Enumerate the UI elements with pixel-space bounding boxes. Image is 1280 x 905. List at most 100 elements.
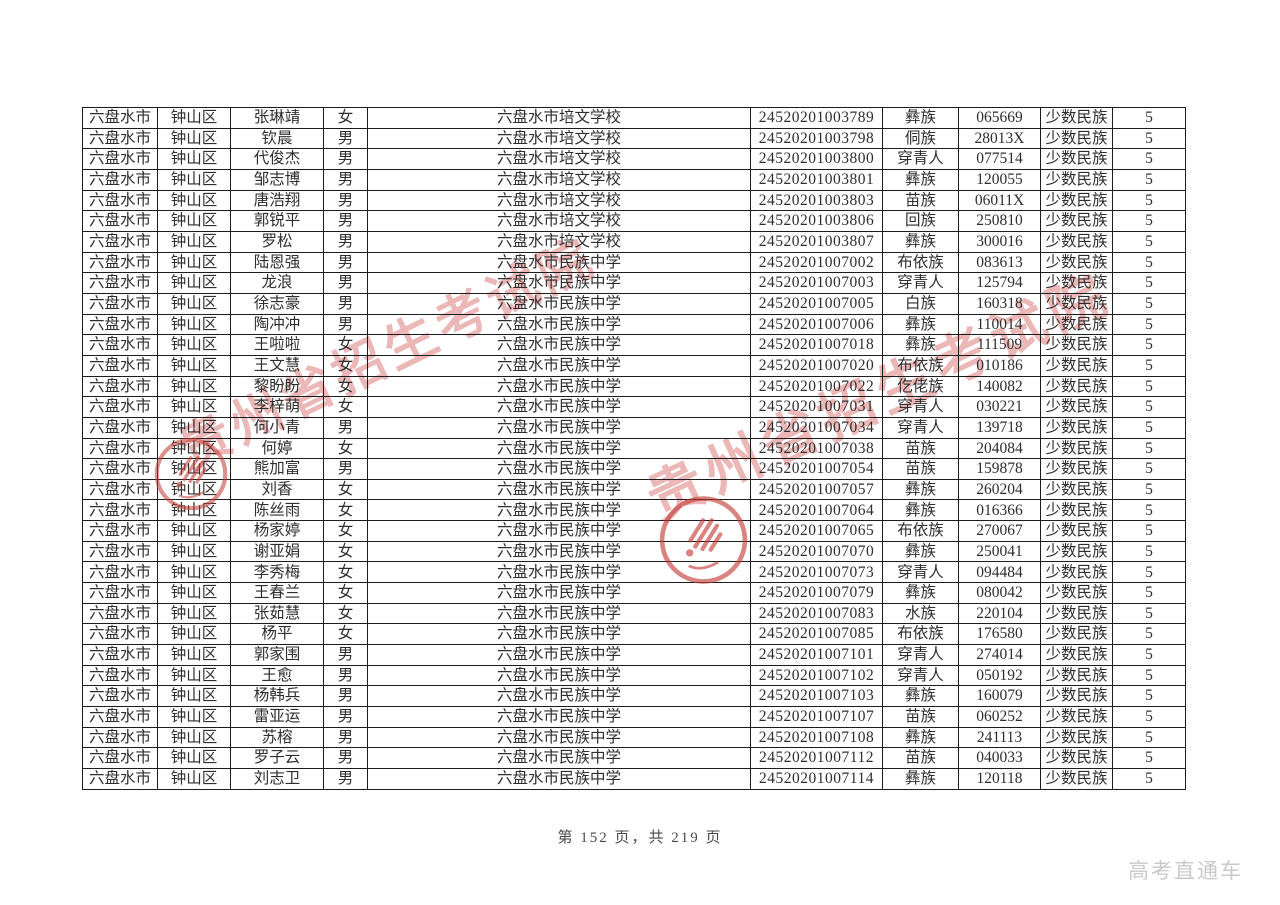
cell-code: 060252 xyxy=(958,706,1041,728)
cell-bonus_points: 5 xyxy=(1112,416,1186,439)
cell-city: 六盘水市 xyxy=(82,664,158,687)
cell-city: 六盘水市 xyxy=(82,644,158,666)
cell-name: 黎盼盼 xyxy=(230,375,324,398)
cell-bonus_points: 5 xyxy=(1112,230,1186,253)
cell-name: 熊加富 xyxy=(230,458,324,480)
cell-code: 120118 xyxy=(958,768,1041,790)
cell-category: 少数民族 xyxy=(1040,107,1113,129)
table-row: 六盘水市 钟山区 杨韩兵男六盘水市民族中学 24520201007103 彝族 16007… xyxy=(82,685,1186,708)
cell-name: 杨平 xyxy=(230,623,324,646)
cell-district: 钟山区 xyxy=(157,458,231,480)
cell-exam_number: 24520201007107 xyxy=(750,706,883,728)
cell-bonus_points: 5 xyxy=(1112,540,1186,563)
cell-school: 六盘水市民族中学 xyxy=(367,706,751,728)
cell-exam_number: 24520201003800 xyxy=(750,148,883,170)
cell-school: 六盘水市民族中学 xyxy=(367,437,751,460)
cell-city: 六盘水市 xyxy=(82,706,158,728)
cell-ethnicity: 穿青人 xyxy=(882,148,959,170)
cell-code: 06011X xyxy=(958,189,1041,212)
cell-category: 少数民族 xyxy=(1040,416,1113,439)
cell-bonus_points: 5 xyxy=(1112,747,1186,769)
cell-exam_number: 24520201007031 xyxy=(750,396,883,418)
cell-school: 六盘水市民族中学 xyxy=(367,313,751,336)
cell-name: 张茹慧 xyxy=(230,602,324,625)
cell-district: 钟山区 xyxy=(157,685,231,708)
cell-gender: 男 xyxy=(323,168,368,191)
cell-city: 六盘水市 xyxy=(82,107,158,129)
cell-category: 少数民族 xyxy=(1040,706,1113,728)
cell-gender: 女 xyxy=(323,396,368,418)
cell-code: 160318 xyxy=(958,292,1041,315)
cell-gender: 男 xyxy=(323,210,368,232)
cell-city: 六盘水市 xyxy=(82,210,158,232)
cell-bonus_points: 5 xyxy=(1112,354,1186,377)
cell-bonus_points: 5 xyxy=(1112,396,1186,418)
cell-bonus_points: 5 xyxy=(1112,561,1186,584)
cell-ethnicity: 侗族 xyxy=(882,127,959,150)
cell-code: 274014 xyxy=(958,644,1041,666)
cell-ethnicity: 彝族 xyxy=(882,726,959,749)
cell-category: 少数民族 xyxy=(1040,685,1113,708)
table-row: 六盘水市 钟山区 张茹慧女六盘水市民族中学 24520201007083 水族 22010… xyxy=(82,602,1186,625)
cell-school: 六盘水市民族中学 xyxy=(367,623,751,646)
cell-exam_number: 24520201003803 xyxy=(750,189,883,212)
cell-gender: 男 xyxy=(323,148,368,170)
cell-bonus_points: 5 xyxy=(1112,334,1186,356)
cell-category: 少数民族 xyxy=(1040,602,1113,625)
cell-city: 六盘水市 xyxy=(82,230,158,253)
cell-district: 钟山区 xyxy=(157,644,231,666)
cell-district: 钟山区 xyxy=(157,189,231,212)
cell-code: 140082 xyxy=(958,375,1041,398)
cell-category: 少数民族 xyxy=(1040,664,1113,687)
cell-gender: 女 xyxy=(323,499,368,522)
cell-code: 094484 xyxy=(958,561,1041,584)
cell-name: 王愈 xyxy=(230,664,324,687)
cell-category: 少数民族 xyxy=(1040,210,1113,232)
cell-ethnicity: 穿青人 xyxy=(882,272,959,294)
cell-exam_number: 24520201003801 xyxy=(750,168,883,191)
cell-exam_number: 24520201007057 xyxy=(750,478,883,501)
cell-code: 28013X xyxy=(958,127,1041,150)
cell-district: 钟山区 xyxy=(157,582,231,604)
cell-exam_number: 24520201003807 xyxy=(750,230,883,253)
cell-district: 钟山区 xyxy=(157,334,231,356)
cell-category: 少数民族 xyxy=(1040,272,1113,294)
cell-district: 钟山区 xyxy=(157,602,231,625)
cell-name: 陶冲冲 xyxy=(230,313,324,336)
cell-school: 六盘水市培文学校 xyxy=(367,210,751,232)
cell-name: 何小青 xyxy=(230,416,324,439)
cell-code: 300016 xyxy=(958,230,1041,253)
cell-city: 六盘水市 xyxy=(82,540,158,563)
cell-district: 钟山区 xyxy=(157,396,231,418)
cell-name: 徐志豪 xyxy=(230,292,324,315)
cell-exam_number: 24520201007112 xyxy=(750,747,883,769)
cell-bonus_points: 5 xyxy=(1112,272,1186,294)
cell-bonus_points: 5 xyxy=(1112,458,1186,480)
cell-gender: 女 xyxy=(323,602,368,625)
table-row: 六盘水市 钟山区 谢亚娟女六盘水市民族中学 24520201007070 彝族 25004… xyxy=(82,540,1186,563)
cell-bonus_points: 5 xyxy=(1112,437,1186,460)
cell-exam_number: 24520201007114 xyxy=(750,768,883,790)
cell-gender: 男 xyxy=(323,189,368,212)
cell-bonus_points: 5 xyxy=(1112,210,1186,232)
cell-bonus_points: 5 xyxy=(1112,623,1186,646)
cell-ethnicity: 布依族 xyxy=(882,251,959,274)
cell-district: 钟山区 xyxy=(157,210,231,232)
cell-category: 少数民族 xyxy=(1040,540,1113,563)
table-row: 六盘水市 钟山区 龙浪男六盘水市民族中学 24520201007003 穿青人 12579… xyxy=(82,272,1186,294)
table-row: 六盘水市 钟山区 刘香女六盘水市民族中学 24520201007057 彝族 260204… xyxy=(82,478,1186,501)
cell-district: 钟山区 xyxy=(157,540,231,563)
cell-code: 111509 xyxy=(958,334,1041,356)
cell-category: 少数民族 xyxy=(1040,127,1113,150)
cell-name: 雷亚运 xyxy=(230,706,324,728)
cell-ethnicity: 苗族 xyxy=(882,189,959,212)
table-row: 六盘水市 钟山区 熊加富男六盘水市民族中学 24520201007054 苗族 15987… xyxy=(82,458,1186,480)
cell-gender: 女 xyxy=(323,478,368,501)
cell-district: 钟山区 xyxy=(157,726,231,749)
cell-code: 080042 xyxy=(958,582,1041,604)
cell-school: 六盘水市民族中学 xyxy=(367,292,751,315)
cell-school: 六盘水市民族中学 xyxy=(367,726,751,749)
cell-exam_number: 24520201007101 xyxy=(750,644,883,666)
cell-name: 陈丝雨 xyxy=(230,499,324,522)
cell-name: 邹志博 xyxy=(230,168,324,191)
